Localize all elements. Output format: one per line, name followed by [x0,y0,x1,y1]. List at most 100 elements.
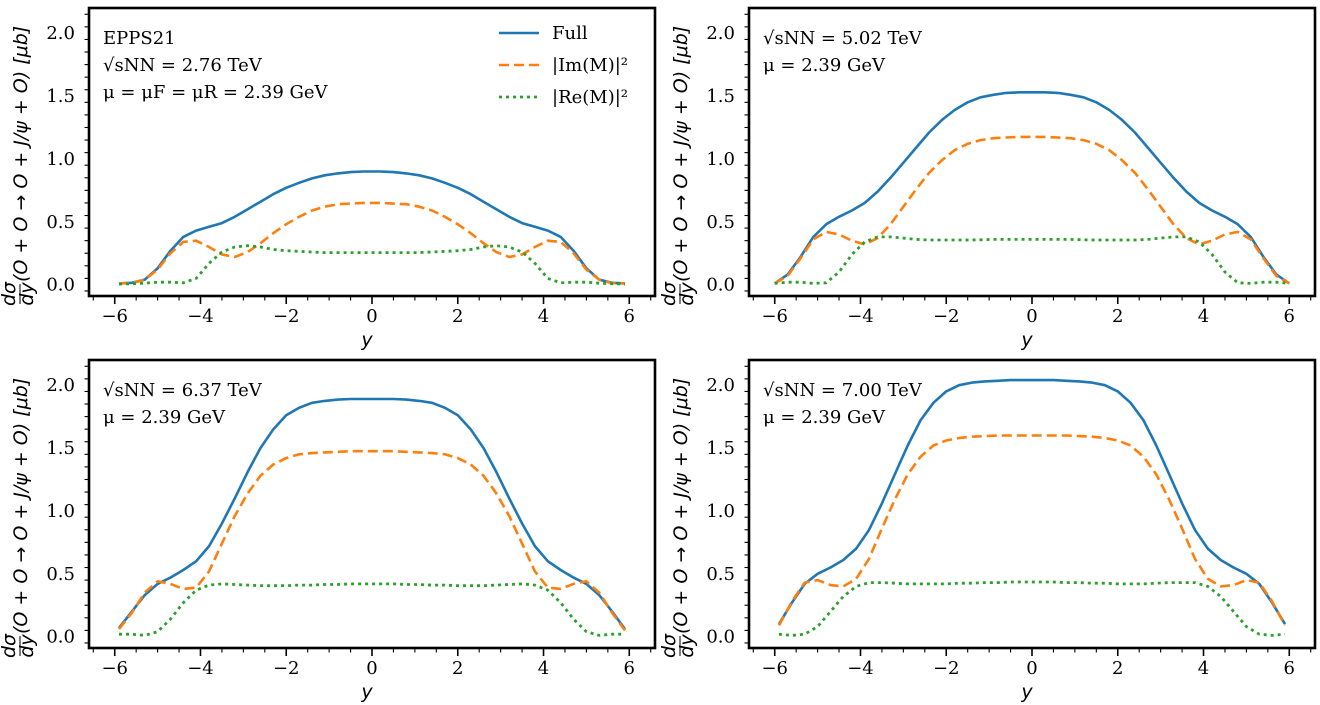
y-label-expression: (O + O → O + J/ψ + O) [μb] [670,378,692,634]
series-line-full [117,397,627,630]
y-tick-label: 0.5 [46,212,75,233]
legend: Full |Im(M)|² |Re(M)|² [499,23,628,108]
annotation-text: μ = 2.39 GeV [103,407,226,428]
y-tick-label: 0.0 [706,275,735,296]
y-label-frac-den: dy [16,634,38,658]
x-tick-label: 6 [1284,658,1295,679]
x-tick-label: 2 [452,306,463,327]
x-tick-label: −6 [761,658,788,679]
series-line-re [118,244,626,286]
annotation-text: μ = 2.39 GeV [763,55,886,76]
x-tick-label: 6 [624,658,635,679]
axes-frame [747,358,1317,650]
y-tick-label: 1.0 [46,501,75,522]
annotation-text: √sNN = 7.00 TeV [763,380,923,401]
x-tick-label: 6 [624,306,635,327]
x-tick-label: 0 [366,658,377,679]
y-tick-label: 0.5 [706,212,735,233]
y-tick-label: 0.0 [46,275,75,296]
y-tick-label: 1.0 [706,501,735,522]
series-line-im [118,201,626,285]
y-tick-label: 1.5 [46,86,75,107]
y-label-expression: (O + O → O + J/ψ + O) [μb] [670,26,692,282]
series-line-re [119,582,625,637]
y-tick-label: 0.5 [46,564,75,585]
series-line-re [778,580,1286,637]
y-label-frac-num: dσ [658,281,680,306]
series-line-full [777,378,1287,625]
annotation-text: √sNN = 5.02 TeV [763,28,923,49]
x-tick-label: −4 [847,306,874,327]
x-tick-label: 4 [1198,658,1209,679]
x-tick-label: 6 [1284,306,1295,327]
y-tick-label: 1.0 [706,149,735,170]
y-tick-label: 2.0 [706,23,735,44]
x-tick-label: −4 [847,658,874,679]
x-tick-label: −2 [933,306,960,327]
annotation-text: EPPS21 [103,28,176,49]
series-line-full [773,91,1291,285]
series-line-im [774,135,1290,285]
y-tick-label: 1.5 [706,438,735,459]
axes-frame [87,358,657,650]
y-tick-label: 1.5 [706,86,735,107]
y-label-frac-den: dy [676,634,698,658]
y-label-expression: (O + O → O + J/ψ + O) [μb] [10,378,32,634]
x-tick-label: 4 [538,658,549,679]
y-label-frac-num: dσ [0,633,20,658]
x-axis-label: y [1020,681,1033,703]
x-tick-label: 2 [452,658,463,679]
y-tick-label: 0.0 [706,627,735,648]
x-tick-label: 0 [1026,306,1037,327]
x-tick-label: 2 [1112,658,1123,679]
y-tick-label: 1.5 [46,438,75,459]
legend-label-re: |Re(M)|² [552,87,628,108]
x-axis-label: y [360,681,373,703]
annotation-text: √sNN = 2.76 TeV [103,55,263,76]
x-tick-label: −6 [101,658,128,679]
y-label-frac-num: dσ [0,281,20,306]
x-tick-label: 2 [1112,306,1123,327]
x-tick-label: −4 [187,658,214,679]
series-line-re [774,235,1290,285]
legend-label-full: Full [552,23,588,44]
x-tick-label: 4 [538,306,549,327]
x-tick-label: −6 [101,306,128,327]
x-tick-label: −6 [761,306,788,327]
series-line-im [777,434,1287,627]
y-tick-label: 0.0 [46,627,75,648]
series-line-full [118,170,626,285]
y-label-frac-den: dy [676,282,698,306]
annotation-text: √sNN = 6.37 TeV [103,380,263,401]
x-tick-label: −2 [273,306,300,327]
annotation-text: μ = 2.39 GeV [763,407,886,428]
x-axis-label: y [360,329,373,351]
y-tick-label: 0.5 [706,564,735,585]
y-label-frac-num: dσ [658,633,680,658]
y-label-frac-den: dy [16,282,38,306]
series-line-im [117,449,627,632]
legend-label-im: |Im(M)|² [552,55,628,76]
y-tick-label: 2.0 [46,23,75,44]
y-tick-label: 1.0 [46,149,75,170]
x-tick-label: 4 [1198,306,1209,327]
x-tick-label: −4 [187,306,214,327]
y-tick-label: 2.0 [706,375,735,396]
annotation-text: μ = μF = μR = 2.39 GeV [103,82,329,103]
x-axis-label: y [1020,329,1033,351]
x-tick-label: 0 [366,306,377,327]
y-tick-label: 2.0 [46,375,75,396]
x-tick-label: −2 [273,658,300,679]
y-label-expression: (O + O → O + J/ψ + O) [μb] [10,26,32,282]
axes-frame [747,6,1317,298]
x-tick-label: −2 [933,658,960,679]
